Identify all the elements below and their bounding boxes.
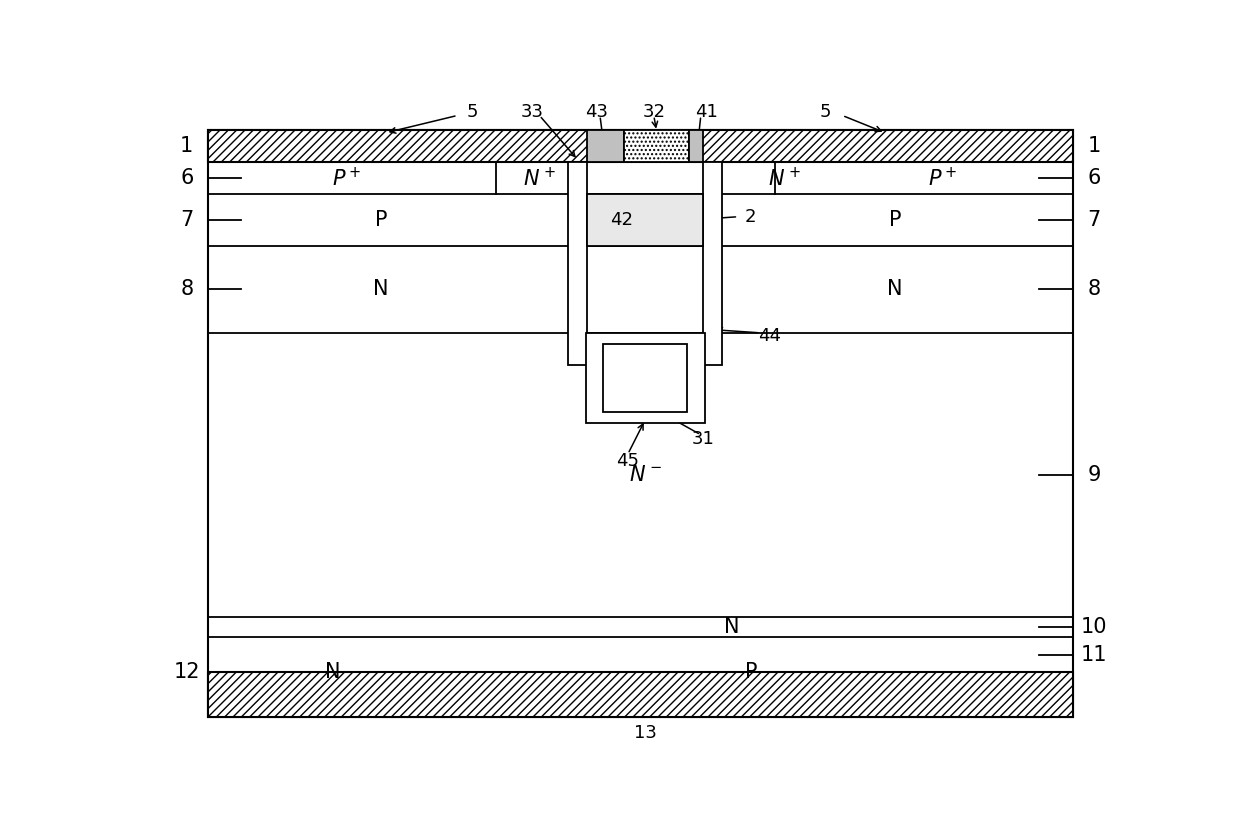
- Text: 32: 32: [642, 102, 665, 121]
- Text: $P^+$: $P^+$: [929, 166, 957, 189]
- Bar: [588, 130, 624, 162]
- Text: P: P: [744, 662, 758, 681]
- Text: $N^+$: $N^+$: [768, 166, 801, 189]
- Bar: [568, 162, 588, 365]
- Text: 9: 9: [1087, 465, 1101, 485]
- Text: P: P: [374, 210, 387, 230]
- Text: 13: 13: [634, 724, 656, 742]
- Bar: [208, 671, 1073, 716]
- Text: 6: 6: [1087, 168, 1101, 188]
- Text: N: N: [888, 279, 903, 299]
- Text: 7: 7: [180, 210, 193, 230]
- Text: 8: 8: [180, 279, 193, 299]
- Text: N: N: [325, 662, 341, 681]
- Bar: [208, 130, 1073, 162]
- Bar: [689, 130, 703, 162]
- Text: 5: 5: [466, 102, 477, 121]
- Text: 1: 1: [180, 136, 193, 156]
- Text: 10: 10: [1080, 617, 1107, 637]
- Text: 43: 43: [585, 102, 609, 121]
- Text: 41: 41: [696, 102, 718, 121]
- Text: 12: 12: [174, 662, 200, 681]
- Bar: [703, 162, 722, 365]
- Text: P: P: [889, 210, 901, 230]
- Text: $P^+$: $P^+$: [332, 166, 362, 189]
- Text: 31: 31: [692, 431, 714, 448]
- Text: N: N: [373, 279, 388, 299]
- Bar: [588, 194, 703, 246]
- Text: 5: 5: [820, 102, 832, 121]
- Text: 44: 44: [759, 327, 781, 345]
- Text: 6: 6: [180, 168, 193, 188]
- Text: 45: 45: [616, 452, 640, 469]
- Text: $N^+$: $N^+$: [523, 166, 556, 189]
- Text: 11: 11: [1080, 644, 1107, 665]
- Bar: [603, 344, 687, 411]
- Bar: [585, 333, 704, 423]
- Text: 2: 2: [745, 208, 756, 225]
- Text: 42: 42: [610, 211, 632, 229]
- Text: $N^-$: $N^-$: [629, 465, 661, 485]
- Bar: [208, 130, 1073, 716]
- Text: 7: 7: [1087, 210, 1101, 230]
- Bar: [624, 130, 689, 162]
- Text: 1: 1: [1087, 136, 1101, 156]
- Text: 33: 33: [521, 102, 544, 121]
- Text: N: N: [724, 617, 739, 637]
- Text: 8: 8: [1087, 279, 1100, 299]
